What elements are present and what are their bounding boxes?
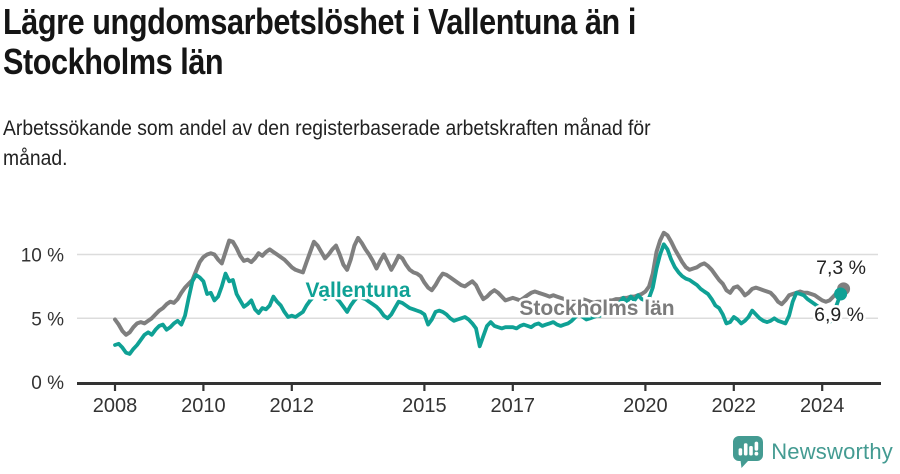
y-tick-label: 10 % [21, 246, 64, 267]
brand-wordmark: Newsworthy [771, 439, 893, 464]
x-ticks-group [113, 383, 824, 391]
y-tick-labels-group: 0 % 5 % 10 % [21, 246, 64, 395]
x-tick-label: 2010 [181, 395, 226, 417]
chart-subtitle: Arbetssökande som andel av den registerb… [3, 117, 651, 171]
x-tick-label: 2024 [800, 395, 845, 417]
end-label-stockholm: 7,3 % [816, 257, 866, 279]
x-tick-label: 2008 [93, 395, 138, 417]
y-tick-label: 5 % [31, 309, 64, 330]
bar-chart-speech-bubble-icon [733, 436, 764, 468]
series-group [113, 230, 843, 356]
page-title: Lägre ungdomsarbetslöshet i Vallentuna ä… [3, 1, 636, 83]
end-dots-group [834, 282, 851, 301]
series-line-stockholms-l-n [113, 230, 843, 337]
newsworthy-logo: Newsworthy [733, 436, 893, 468]
series-label-stockholm: Stockholms län [519, 297, 674, 320]
x-tick-label: 2020 [623, 395, 668, 417]
x-tick-label: 2012 [270, 395, 315, 417]
x-tick-labels-group: 2008 2010 2012 2015 2017 2020 2022 2024 [93, 395, 845, 417]
end-dot-vallentuna [834, 287, 848, 301]
x-tick-label: 2017 [491, 395, 536, 417]
end-label-vallentuna: 6,9 % [814, 304, 864, 326]
x-tick-label: 2015 [402, 395, 447, 417]
y-tick-label: 0 % [31, 373, 64, 394]
series-label-vallentuna: Vallentuna [305, 279, 410, 302]
series-line-vallentuna [113, 242, 843, 356]
x-tick-label: 2022 [712, 395, 757, 417]
